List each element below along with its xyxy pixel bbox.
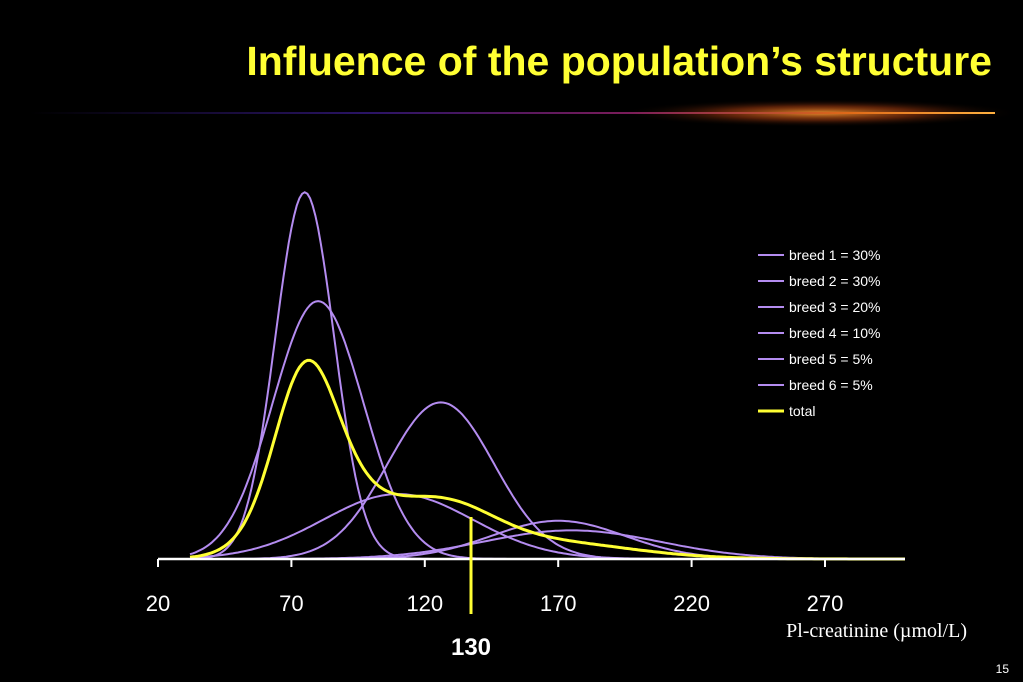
series-line-breed-6 [190,529,825,560]
x-ticks: 20 70 120 170 220 270 [146,559,844,616]
series-line-breed-4 [189,493,825,560]
legend-label: breed 2 = 30% [789,273,880,289]
series-line-breed-1 [189,191,825,560]
x-tick-label: 270 [807,591,844,616]
threshold-marker: 130 [451,517,491,661]
legend-label: breed 5 = 5% [789,351,873,367]
series-line-breed-3 [190,401,825,560]
decorative-swoosh [30,99,1020,127]
legend-label: total [789,403,815,419]
legend-label: breed 3 = 20% [789,299,880,315]
legend: breed 1 = 30% breed 2 = 30% breed 3 = 20% b… [758,247,880,419]
series-line-breed-2 [189,300,825,560]
x-tick-label: 120 [406,591,443,616]
legend-label: breed 1 = 30% [789,247,880,263]
legend-label: breed 4 = 10% [789,325,880,341]
x-tick-label: 170 [540,591,577,616]
slide-title: Influence of the population’s structure [246,38,992,84]
x-axis-label: Pl-creatinine (µmol/L) [786,620,967,642]
x-tick-label: 70 [279,591,303,616]
x-tick-label: 220 [673,591,710,616]
x-tick-label: 20 [146,591,170,616]
marker-label: 130 [451,634,491,661]
legend-label: breed 6 = 5% [789,377,873,393]
page-number: 15 [995,662,1009,676]
